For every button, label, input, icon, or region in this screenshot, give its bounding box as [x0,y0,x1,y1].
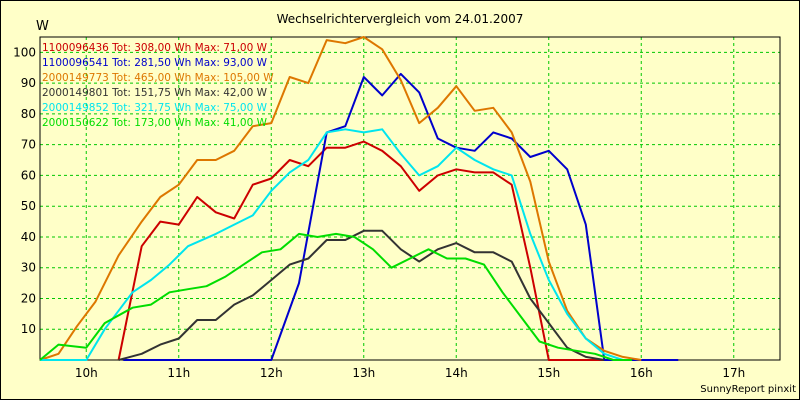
y-tick-label: 100 [13,45,36,59]
y-axis-label: W [36,19,49,34]
y-tick-label: 90 [21,76,36,90]
legend-entry-6: 2000150622 Tot: 173,00 Wh Max: 41,00 W [42,117,268,129]
y-tick-label: 70 [21,138,36,152]
y-tick-label: 50 [21,199,36,213]
legend-entry-3: 2000149773 Tot: 465,00 Wh Max: 105,00 W [42,72,274,84]
series-line-1 [117,140,679,361]
y-axis: 10 20 30 40 50 60 70 80 90 100 [13,45,36,336]
series-line-5 [40,128,624,361]
legend-entry-2: 1100096541 Tot: 281,50 Wh Max: 93,00 W [42,57,268,69]
y-tick-label: 40 [21,230,36,244]
y-tick-label: 10 [21,322,36,336]
series-line-4 [118,229,605,361]
y-tick-label: 60 [21,168,36,182]
legend-entry-1: 1100096436 Tot: 308,00 Wh Max: 71,00 W [42,42,268,54]
x-tick-label: 10h [75,366,98,380]
x-tick-label: 17h [722,366,745,380]
legend-entry-4: 2000149801 Tot: 151,75 Wh Max: 42,00 W [42,87,268,99]
x-tick-label: 13h [352,366,375,380]
series-line-3 [39,36,642,361]
y-tick-label: 80 [21,107,36,121]
x-tick-label: 14h [445,366,468,380]
x-tick-label: 11h [167,366,190,380]
series-lines [39,36,679,361]
y-tick-label: 20 [21,291,36,305]
x-axis: 10h 11h 12h 13h 14h 15h 16h 17h [75,366,745,380]
x-tick-label: 15h [537,366,560,380]
plot-area [39,36,781,361]
legend-entry-5: 2000149852 Tot: 321,75 Wh Max: 75,00 W [42,102,268,114]
chart-title: Wechselrichtervergleich vom 24.01.2007 [277,12,524,26]
series-line-6 [39,232,632,361]
legend: 1100096436 Tot: 308,00 Wh Max: 71,00 W 11… [42,42,274,129]
x-tick-label: 12h [260,366,283,380]
x-tick-label: 16h [630,366,653,380]
y-tick-label: 30 [21,261,36,275]
footer-credit: SunnyReport pinxit [700,384,796,395]
